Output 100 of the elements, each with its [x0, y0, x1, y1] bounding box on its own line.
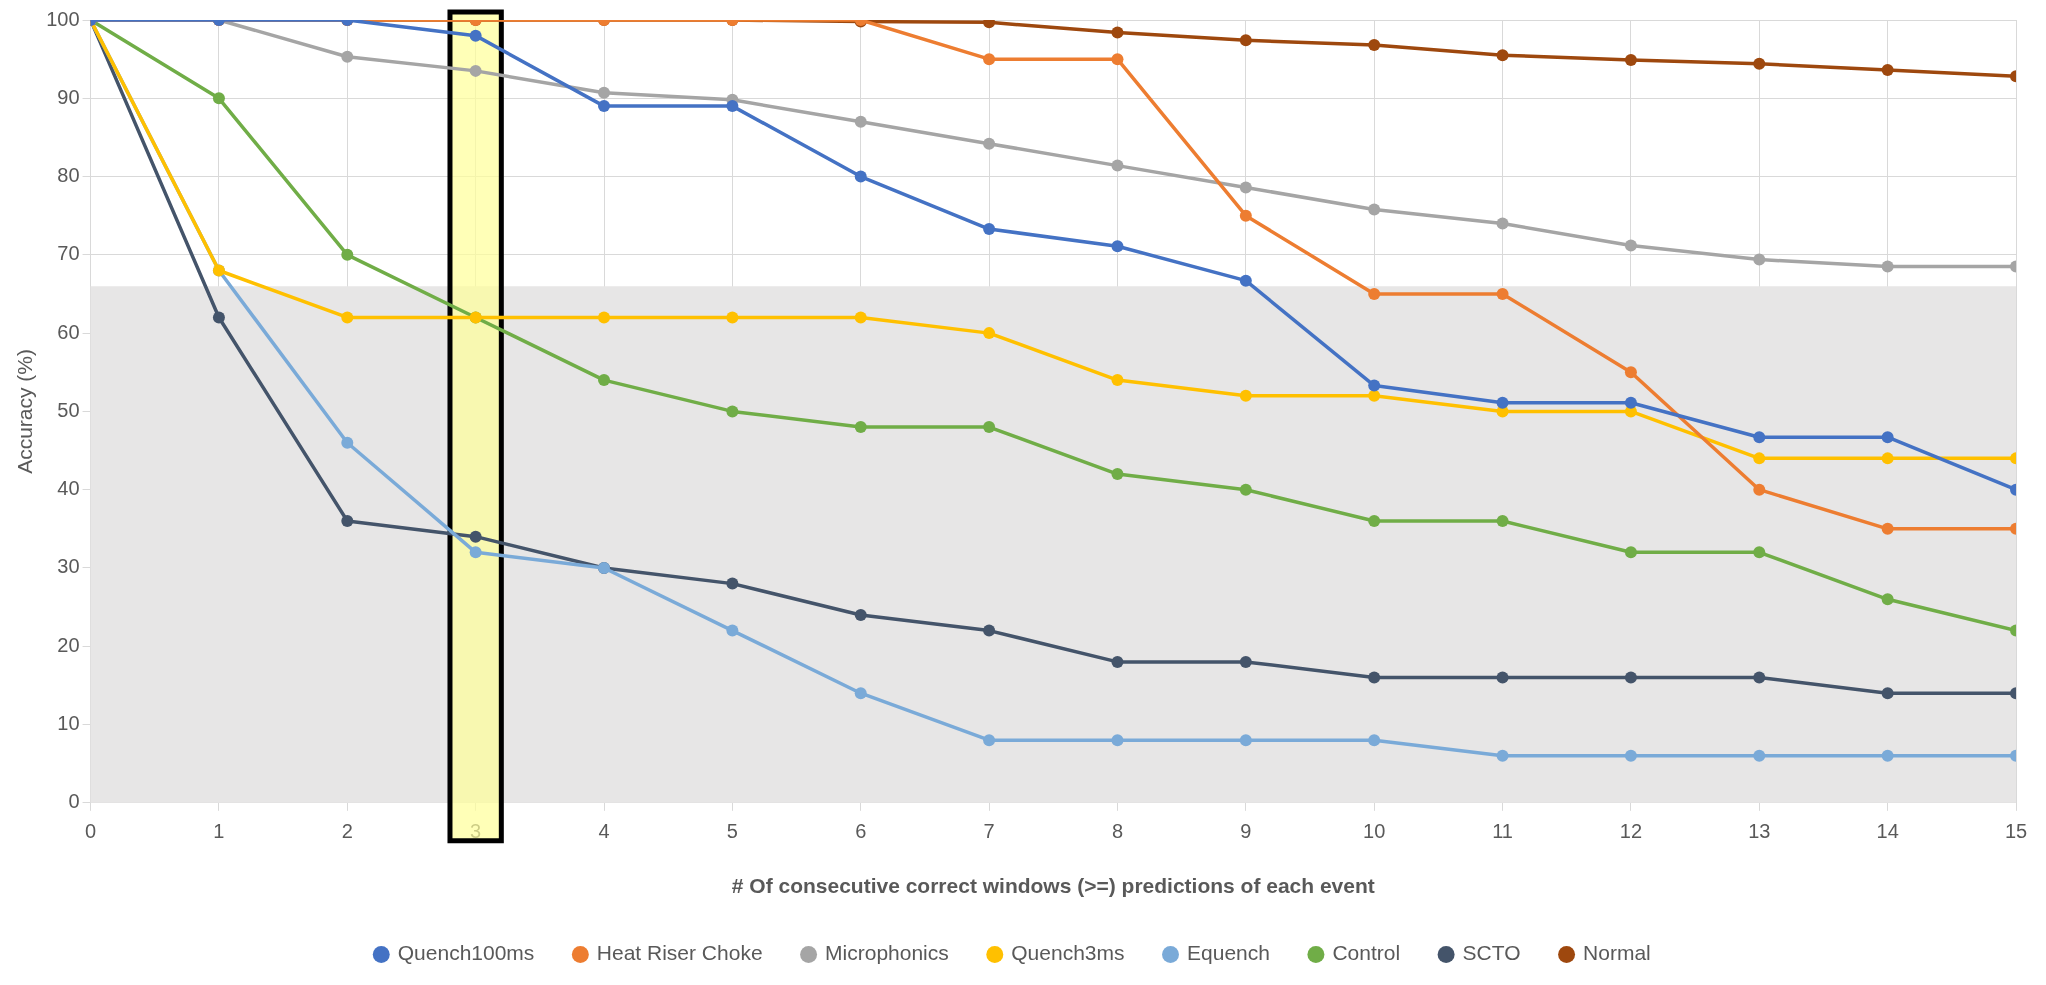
x-tick-label: 8 — [1111, 820, 1124, 843]
point — [598, 86, 611, 99]
point — [469, 29, 482, 42]
point — [341, 514, 354, 527]
point — [598, 100, 611, 113]
point — [1111, 159, 1124, 172]
point — [212, 311, 225, 324]
point — [726, 100, 739, 113]
point — [983, 223, 996, 236]
point — [1239, 274, 1252, 287]
point — [983, 734, 996, 747]
point — [1368, 287, 1381, 300]
point — [1368, 734, 1381, 747]
point — [854, 311, 867, 324]
point — [1881, 260, 1894, 273]
x-tick-label: 2 — [341, 820, 353, 843]
x-tick-label: 14 — [1876, 820, 1899, 843]
point — [726, 624, 739, 637]
point — [1753, 452, 1766, 465]
y-tick-label: 60 — [57, 320, 80, 343]
point — [1239, 734, 1252, 747]
point — [1881, 687, 1894, 700]
point — [1239, 655, 1252, 668]
legend-label: Heat Riser Choke — [596, 941, 763, 965]
point — [1753, 749, 1766, 762]
point — [983, 421, 996, 434]
x-tick-label: 15 — [2004, 820, 2028, 843]
x-tick-label: 0 — [85, 820, 97, 843]
y-tick-label: 100 — [46, 7, 80, 30]
point — [1881, 749, 1894, 762]
point — [1239, 181, 1252, 194]
x-tick-label: 11 — [1492, 820, 1513, 843]
x-axis-title: # Of consecutive correct windows (>=) predictions of each event — [731, 874, 1375, 898]
y-tick-label: 10 — [57, 712, 80, 735]
point — [1239, 483, 1252, 496]
point — [341, 436, 354, 449]
x-tick-label: 6 — [855, 820, 867, 843]
point — [1624, 53, 1637, 66]
point — [1624, 396, 1637, 409]
point — [1753, 483, 1766, 496]
y-tick-label: 40 — [57, 477, 80, 500]
x-tick-label: 12 — [1619, 820, 1643, 843]
point — [1496, 287, 1509, 300]
point — [1881, 593, 1894, 606]
point — [469, 546, 482, 559]
point — [1881, 452, 1894, 465]
y-tick-label: 70 — [57, 242, 80, 265]
point — [1111, 374, 1124, 387]
point — [854, 170, 867, 183]
legend-label: Control — [1332, 941, 1401, 965]
point — [1753, 671, 1766, 684]
y-tick-label: 0 — [68, 790, 80, 813]
legend-label: SCTO — [1462, 941, 1521, 965]
x-tick-label: 4 — [598, 820, 610, 843]
point — [1624, 366, 1637, 379]
point — [1881, 522, 1894, 535]
point — [1624, 749, 1637, 762]
point — [983, 624, 996, 637]
point — [1111, 26, 1124, 39]
point — [1624, 546, 1637, 559]
point — [1111, 734, 1124, 747]
point — [212, 92, 225, 105]
point — [1753, 431, 1766, 444]
point — [1368, 389, 1381, 402]
y-tick-label: 20 — [57, 633, 80, 656]
point — [854, 687, 867, 700]
point — [1624, 671, 1637, 684]
x-tick-label: 7 — [983, 820, 995, 843]
point — [1368, 203, 1381, 216]
point — [1496, 514, 1509, 527]
x-tick-label: 1 — [213, 820, 225, 843]
x-tick-label: 5 — [726, 820, 738, 843]
point — [598, 311, 611, 324]
legend-label: Equench — [1187, 941, 1270, 965]
point — [341, 248, 354, 261]
y-axis-title: Accuracy (%) — [13, 348, 37, 474]
point — [854, 608, 867, 621]
point — [854, 115, 867, 128]
point — [726, 311, 739, 324]
point — [341, 311, 354, 324]
legend-label: Quench3ms — [1011, 941, 1125, 965]
point — [1496, 396, 1509, 409]
point — [1239, 389, 1252, 402]
point — [1368, 671, 1381, 684]
point — [1753, 253, 1766, 266]
point — [726, 405, 739, 418]
point — [1239, 34, 1252, 47]
x-tick-label: 13 — [1748, 820, 1771, 843]
point — [1624, 239, 1637, 252]
point — [1881, 431, 1894, 444]
y-tick-label: 80 — [57, 164, 80, 187]
point — [1753, 57, 1766, 70]
legend-label: Quench100ms — [397, 941, 535, 965]
point — [983, 53, 996, 66]
point — [1496, 749, 1509, 762]
point — [854, 421, 867, 434]
point — [726, 577, 739, 590]
x-tick-label: 9 — [1240, 820, 1252, 843]
y-tick-label: 30 — [57, 555, 80, 578]
y-tick-label: 90 — [57, 85, 80, 108]
